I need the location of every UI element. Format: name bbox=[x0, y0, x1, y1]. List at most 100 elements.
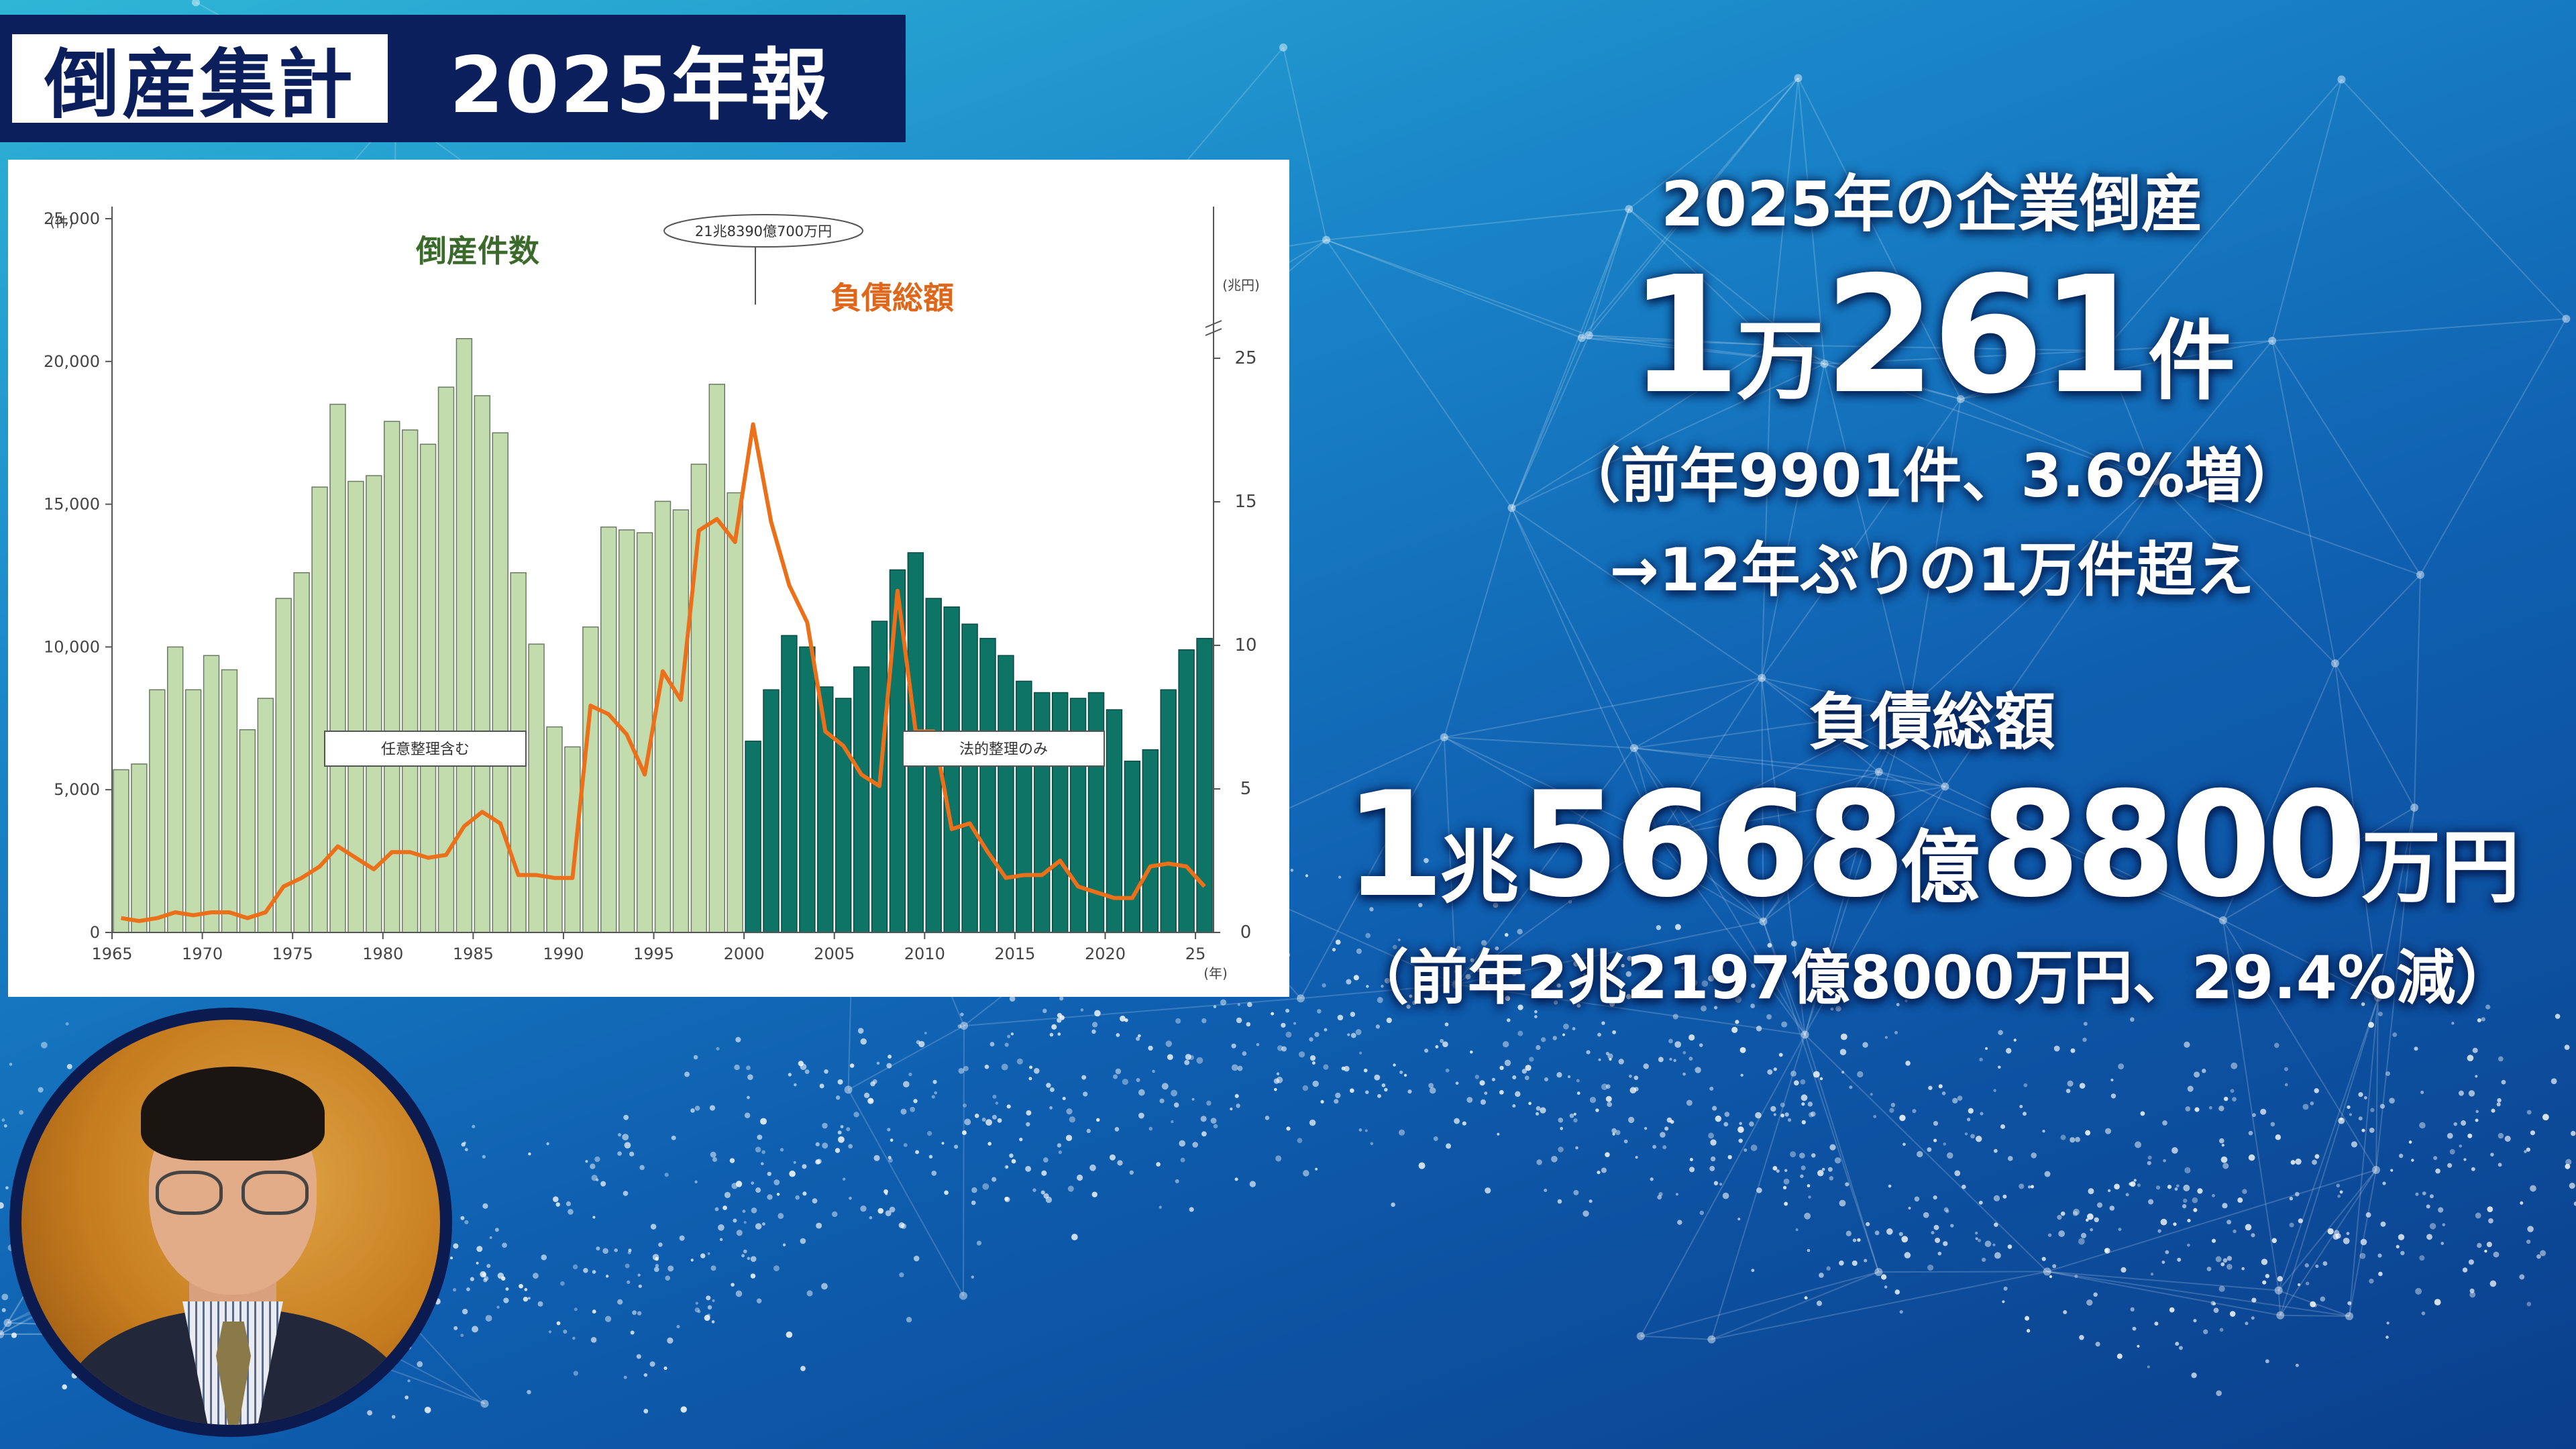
bar-1985 bbox=[474, 395, 491, 933]
right-tick-label: 0 bbox=[1240, 922, 1252, 943]
x-axis-unit: (年) bbox=[1203, 965, 1228, 981]
bar-1967 bbox=[149, 689, 166, 933]
bar-2013 bbox=[979, 637, 996, 933]
bar-2000 bbox=[745, 741, 761, 933]
bar-1966 bbox=[131, 763, 148, 933]
x-tick-label: 2015 bbox=[994, 945, 1035, 963]
x-tick-label: 1995 bbox=[633, 945, 674, 963]
bar-1983 bbox=[437, 386, 455, 933]
bar-1989 bbox=[546, 726, 563, 933]
debt-compare: （前年2兆2197億8000万円、29.4%減） bbox=[1349, 943, 2515, 1012]
bar-1981 bbox=[401, 429, 419, 933]
presenter-photo bbox=[21, 1020, 440, 1425]
left-tick-label: 5,000 bbox=[54, 780, 100, 799]
bar-2001 bbox=[763, 689, 780, 933]
bankruptcy-chart: 0 5,000 10,000 15,000 20,000 25,000 0 5 10 15 25 19… bbox=[44, 207, 1260, 981]
presenter-video-avatar bbox=[9, 1008, 452, 1437]
bar-2016 bbox=[1034, 692, 1051, 933]
bankruptcy-chart-panel: 0 5,000 10,000 15,000 20,000 25,000 0 5 10 15 25 19… bbox=[8, 160, 1289, 997]
bar-1988 bbox=[528, 643, 545, 933]
x-tick-label: 1965 bbox=[91, 945, 132, 963]
bar-1973 bbox=[257, 698, 274, 933]
bar-2024 bbox=[1178, 649, 1195, 933]
x-tick-label: 2005 bbox=[814, 945, 855, 963]
count-unit-man: 万 bbox=[1736, 310, 1824, 412]
bar-2023 bbox=[1160, 689, 1177, 933]
left-tick-label: 10,000 bbox=[44, 637, 100, 656]
debt-num-cho: 1 bbox=[1344, 761, 1445, 929]
bar-2022 bbox=[1142, 749, 1159, 933]
x-tick-label: 2020 bbox=[1085, 945, 1126, 963]
right-axis-unit: (兆円) bbox=[1222, 277, 1260, 293]
x-tick-label: 1985 bbox=[453, 945, 494, 963]
header-title: 2025年報 bbox=[449, 40, 830, 131]
right-tick-label: 5 bbox=[1240, 779, 1252, 799]
bar-1995 bbox=[654, 500, 672, 933]
bar-1999 bbox=[727, 492, 743, 933]
post2000-note-box bbox=[902, 731, 1105, 767]
bar-2006 bbox=[853, 666, 870, 933]
debt-unit-cho: 兆 bbox=[1439, 821, 1519, 914]
x-tick-label: 2010 bbox=[904, 945, 945, 963]
bar-2017 bbox=[1051, 692, 1069, 933]
bankruptcy-count: 1万261件 bbox=[1301, 255, 2563, 416]
bar-2021 bbox=[1124, 760, 1141, 933]
x-tick-label: 25 bbox=[1185, 945, 1206, 963]
bar-1991 bbox=[582, 626, 599, 933]
debt-num-man: 8800 bbox=[1980, 761, 2367, 929]
count-note: →12年ぶりの1万件超え bbox=[1609, 535, 2255, 604]
right-tick-label: 25 bbox=[1234, 348, 1256, 368]
debt-line bbox=[121, 422, 1206, 923]
x-tick-label: 2000 bbox=[724, 945, 765, 963]
bar-1970 bbox=[203, 655, 220, 933]
pre2000-note-box bbox=[324, 731, 527, 767]
peak-annotation: 21兆8390億700万円 bbox=[695, 223, 832, 239]
bar-1971 bbox=[221, 669, 238, 933]
bar-1986 bbox=[492, 432, 508, 933]
bar-1965 bbox=[113, 769, 129, 933]
debt-unit-manen: 万円 bbox=[2361, 821, 2520, 914]
count-num-rest: 261 bbox=[1824, 241, 2152, 429]
bar-1984 bbox=[455, 338, 473, 933]
count-unit-ken: 件 bbox=[2147, 310, 2235, 412]
count-series-label: 倒産件数 bbox=[415, 233, 539, 269]
header-label: 倒産集計 bbox=[12, 34, 388, 129]
right-tick-label: 10 bbox=[1234, 635, 1256, 655]
bar-1972 bbox=[239, 729, 256, 933]
bar-2005 bbox=[835, 698, 852, 933]
debt-unit-oku: 億 bbox=[1900, 821, 1980, 914]
debt-heading: 負債総額 bbox=[1808, 686, 2055, 758]
bar-2014 bbox=[998, 655, 1014, 933]
left-tick-label: 0 bbox=[90, 923, 100, 942]
bar-2015 bbox=[1016, 680, 1032, 933]
bar-1969 bbox=[184, 689, 202, 933]
debt-series-label: 負債総額 bbox=[830, 280, 954, 316]
header-banner: 倒産集計 2025年報 bbox=[0, 15, 906, 142]
x-tick-label: 1975 bbox=[272, 945, 313, 963]
left-tick-label: 15,000 bbox=[44, 495, 100, 514]
right-tick-label: 15 bbox=[1234, 492, 1256, 512]
count-heading: 2025年の企業倒産 bbox=[1660, 168, 2204, 240]
bar-2019 bbox=[1087, 692, 1105, 933]
bar-1998 bbox=[708, 384, 725, 933]
debt-num-oku: 5668 bbox=[1518, 761, 1906, 929]
bar-2003 bbox=[799, 646, 816, 933]
axis-break-mark bbox=[1205, 320, 1222, 336]
bar-2012 bbox=[961, 623, 978, 933]
peak-callout-bubble bbox=[663, 214, 863, 248]
debt-total: 1兆5668億8800万円 bbox=[1301, 773, 2563, 918]
x-tick-label: 1990 bbox=[543, 945, 584, 963]
count-compare: （前年9901件、3.6%増） bbox=[1561, 441, 2303, 511]
bar-1978 bbox=[347, 480, 364, 933]
bar-1996 bbox=[672, 509, 690, 933]
bar-1992 bbox=[600, 526, 617, 933]
x-tick-label: 1970 bbox=[182, 945, 223, 963]
bar-1968 bbox=[167, 646, 184, 933]
left-tick-label: 20,000 bbox=[44, 352, 100, 371]
count-num-ten-thousands: 1 bbox=[1628, 241, 1741, 429]
pre2000-note: 任意整理含む bbox=[381, 741, 470, 758]
post2000-note: 法的整理のみ bbox=[959, 741, 1048, 758]
x-tick-label: 1980 bbox=[362, 945, 403, 963]
bar-2002 bbox=[781, 635, 798, 933]
bar-2011 bbox=[943, 606, 960, 933]
